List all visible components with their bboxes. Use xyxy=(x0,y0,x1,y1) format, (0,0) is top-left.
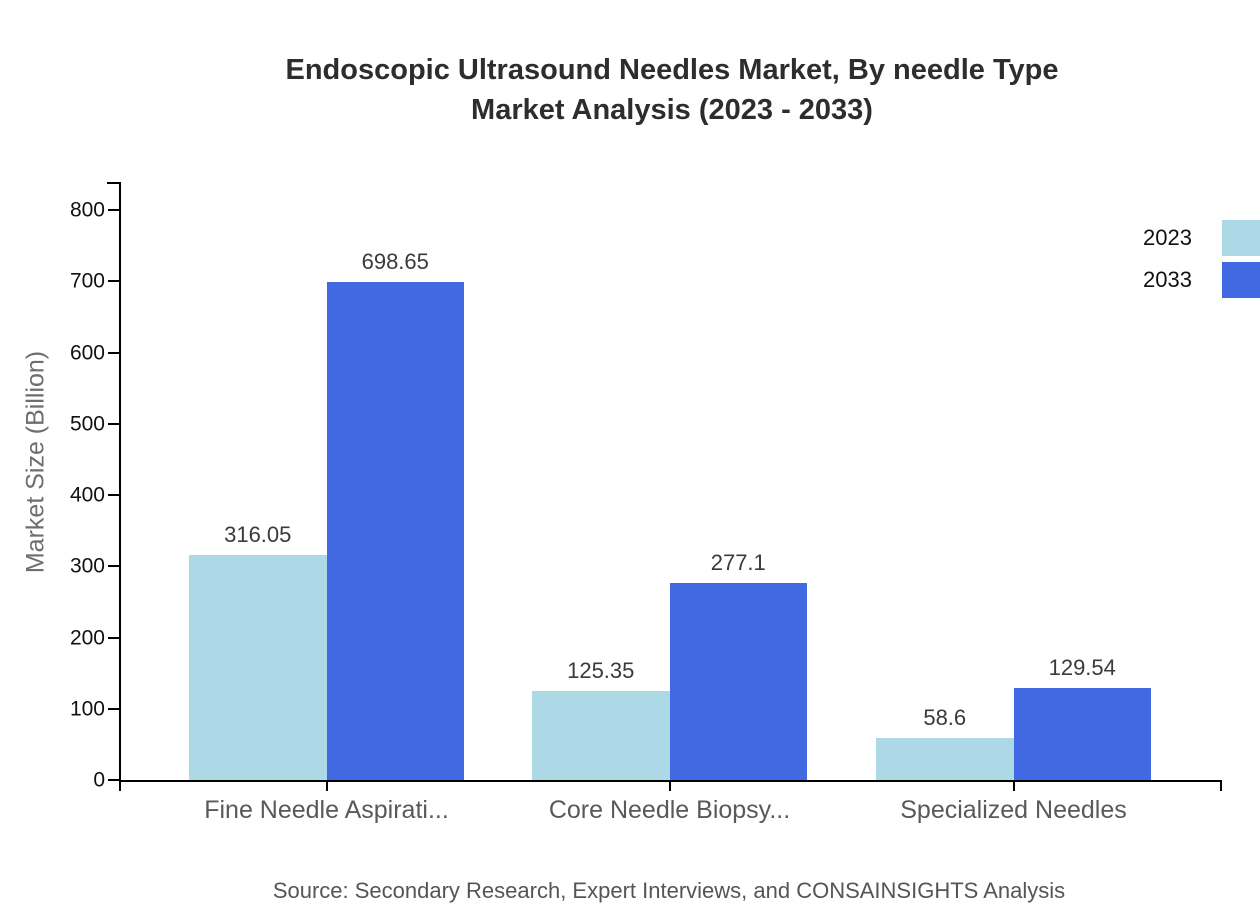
bar-2033 xyxy=(669,582,807,780)
bar-value-label: 125.35 xyxy=(567,657,635,683)
bar-value-label: 129.54 xyxy=(1048,654,1116,680)
bar-value-label: 316.05 xyxy=(224,521,292,547)
x-axis-category-label: Core Needle Biopsy... xyxy=(548,796,791,824)
chart-title-line2: Market Analysis (2023 - 2033) xyxy=(471,94,873,126)
legend-label: 2023 xyxy=(1143,225,1192,250)
legend-item-2033: 2033 xyxy=(1143,262,1260,298)
x-axis-right-cap xyxy=(1220,782,1222,791)
y-axis-tick xyxy=(108,565,119,568)
y-axis-tick-label: 600 xyxy=(69,341,105,364)
y-axis-tick-label: 700 xyxy=(69,269,105,293)
x-axis-tick xyxy=(1012,782,1015,791)
x-axis-left-cap xyxy=(119,782,121,791)
y-axis-tick-label: 500 xyxy=(69,412,105,436)
y-axis-tick xyxy=(108,707,119,710)
bar-2023 xyxy=(189,554,327,780)
legend-item-2023: 2023 xyxy=(1143,220,1260,256)
y-axis-tick xyxy=(108,351,119,354)
y-axis-tick-label: 800 xyxy=(69,198,105,222)
x-axis-tick xyxy=(325,782,328,791)
y-axis-tick-label: 100 xyxy=(69,697,105,721)
x-axis-tick xyxy=(668,782,671,791)
bar-2033 xyxy=(326,282,464,780)
chart-title: Endoscopic Ultrasound Needles Market, By… xyxy=(84,50,1260,130)
y-axis-tick xyxy=(108,280,119,283)
y-axis-tick xyxy=(108,636,119,639)
y-axis-top-cap xyxy=(107,182,121,184)
bar-value-label: 277.1 xyxy=(710,549,766,575)
bar-2023 xyxy=(876,738,1014,780)
y-axis-tick xyxy=(108,209,119,211)
legend-swatch xyxy=(1222,220,1260,256)
x-axis-category-label: Specialized Needles xyxy=(900,796,1127,824)
legend-swatch xyxy=(1222,262,1260,298)
chart-title-line1: Endoscopic Ultrasound Needles Market, By… xyxy=(285,54,1059,86)
bar-2023 xyxy=(532,690,670,780)
y-axis-title: Market Size (Billion) xyxy=(21,350,50,574)
bar-value-label: 58.6 xyxy=(923,705,967,731)
y-axis-tick xyxy=(108,779,119,781)
y-axis-tick-label: 200 xyxy=(69,626,105,649)
legend-label: 2033 xyxy=(1143,267,1192,292)
bar-2033 xyxy=(1013,687,1151,780)
x-axis-category-label: Fine Needle Aspirati... xyxy=(204,796,449,824)
y-axis-tick xyxy=(108,422,119,425)
legend: 2023 2033 xyxy=(1143,220,1260,304)
source-text: Source: Secondary Research, Expert Inter… xyxy=(272,878,1066,903)
bar-value-label: 698.65 xyxy=(361,249,429,275)
plot-area: 0 100 200 300 400 500 600 700 800 316.05 698.65 Fin… xyxy=(70,182,1222,824)
y-axis-tick-label: 400 xyxy=(69,483,105,507)
y-axis-tick xyxy=(108,494,119,496)
y-axis-tick-label: 300 xyxy=(69,554,105,578)
y-axis-tick-label: 0 xyxy=(93,768,105,792)
